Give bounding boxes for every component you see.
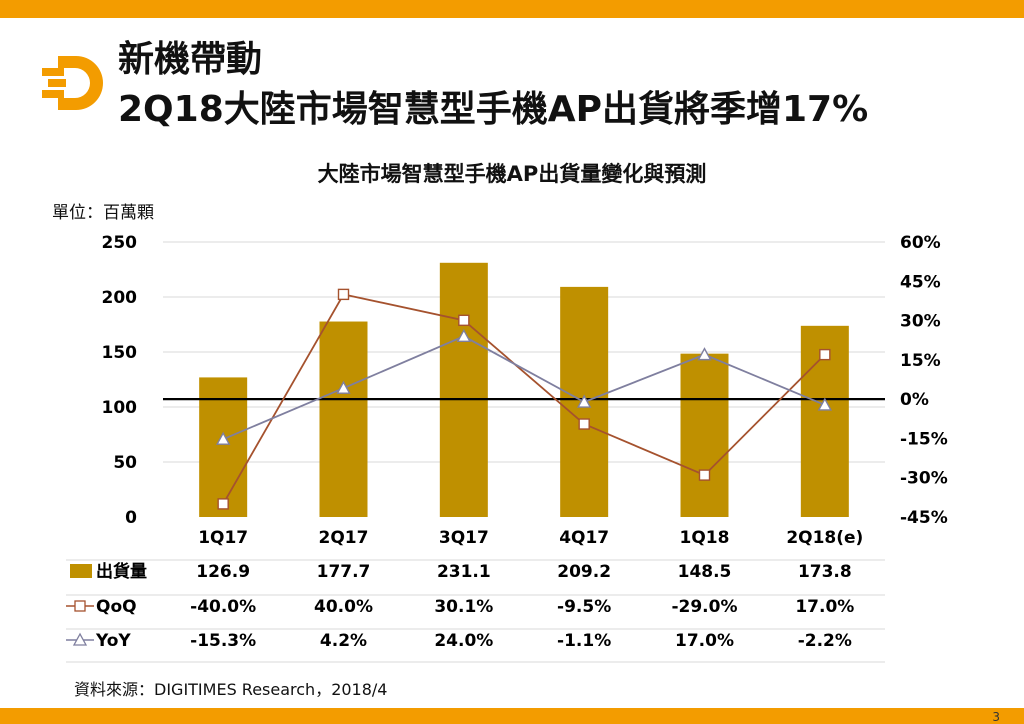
- y-right-tick-label: 30%: [900, 312, 941, 332]
- y-left-tick-label: 50: [113, 453, 137, 473]
- y-left-tick-label: 0: [125, 508, 137, 528]
- point-qoq: [698, 469, 711, 481]
- bar: [680, 353, 729, 517]
- category-label: 3Q17: [439, 528, 489, 548]
- y-right-tick-label: 45%: [900, 272, 941, 292]
- y-right-tick-label: -30%: [900, 469, 948, 489]
- unit-label: 單位：百萬顆: [52, 203, 154, 223]
- data-table-value: 177.7: [317, 562, 371, 582]
- category-label: 1Q18: [680, 528, 730, 548]
- data-table-value: 24.0%: [434, 631, 493, 651]
- legend-label-shipments: 出貨量: [96, 561, 147, 582]
- point-qoq: [819, 348, 831, 361]
- data-table-value: -1.1%: [557, 631, 611, 651]
- category-label: 4Q17: [559, 528, 609, 548]
- chart-canvas: 0 50 100 150 200 250 -45% -30% -15% 0% 15% 30% 45% 60…: [66, 233, 948, 663]
- y-left-tick-label: 150: [102, 343, 138, 363]
- point-qoq: [337, 288, 350, 301]
- y-left-tick-label: 100: [102, 398, 138, 418]
- legend-key-bar: [70, 564, 92, 578]
- chart-title: 大陸市場智慧型手機AP出貨量變化與預測: [317, 162, 707, 186]
- category-label: 2Q18(e): [786, 528, 863, 548]
- bar: [439, 262, 488, 517]
- legend-key-marker-qoq: [74, 600, 86, 612]
- category-label: 2Q17: [319, 528, 369, 548]
- legend-label-qoq: QoQ: [96, 597, 137, 617]
- page-number: 3: [992, 710, 1000, 724]
- series-line-yoy: [222, 335, 826, 441]
- point-qoq: [458, 314, 470, 327]
- data-table-value: -9.5%: [557, 597, 611, 617]
- digitimes-logo-icon: [42, 56, 103, 110]
- slide-title-line1: 新機帶動: [118, 39, 263, 80]
- point-yoy: [697, 347, 712, 361]
- top-accent-bar: [0, 0, 1024, 18]
- legend-label-yoy: YoY: [95, 631, 131, 651]
- bar: [319, 321, 368, 517]
- data-table-value: 231.1: [437, 562, 491, 582]
- data-table-value: 126.9: [196, 562, 250, 582]
- series-line-qoq: [222, 293, 826, 505]
- data-table-value: -2.2%: [798, 631, 852, 651]
- source-note: 資料來源：DIGITIMES Research，2018/4: [74, 680, 388, 699]
- point-yoy: [456, 328, 472, 342]
- data-table-value: 17.0%: [795, 597, 854, 617]
- point-yoy: [817, 397, 833, 411]
- data-table-value: -40.0%: [190, 597, 256, 617]
- data-table-value: 40.0%: [314, 597, 373, 617]
- slide-title-line2: 2Q18大陸市場智慧型手機AP出貨將季增17%: [118, 89, 869, 130]
- data-table-value: -15.3%: [190, 631, 256, 651]
- data-table-value: 17.0%: [675, 631, 734, 651]
- bottom-accent-bar: [0, 708, 1024, 724]
- y-right-tick-label: -15%: [900, 429, 948, 449]
- data-table-value: 30.1%: [434, 597, 493, 617]
- data-table-value: 209.2: [557, 562, 611, 582]
- y-right-tick-label: 60%: [900, 233, 941, 253]
- category-label: 1Q17: [198, 528, 248, 548]
- bar: [199, 377, 248, 517]
- y-right-tick-label: 15%: [900, 351, 941, 371]
- y-right-tick-label: 0%: [900, 390, 929, 410]
- y-left-tick-label: 250: [102, 233, 138, 253]
- data-table-value: 148.5: [678, 562, 732, 582]
- data-table-value: 173.8: [798, 562, 852, 582]
- point-qoq: [217, 498, 229, 510]
- point-yoy: [576, 394, 592, 408]
- point-qoq: [578, 418, 590, 430]
- data-table-value: 4.2%: [320, 631, 367, 651]
- point-yoy: [336, 380, 351, 394]
- point-yoy: [215, 431, 231, 445]
- y-left-tick-label: 200: [102, 288, 138, 308]
- y-right-tick-label: -45%: [900, 508, 948, 528]
- legend-key-marker-yoy: [72, 632, 88, 646]
- data-table-value: -29.0%: [671, 597, 737, 617]
